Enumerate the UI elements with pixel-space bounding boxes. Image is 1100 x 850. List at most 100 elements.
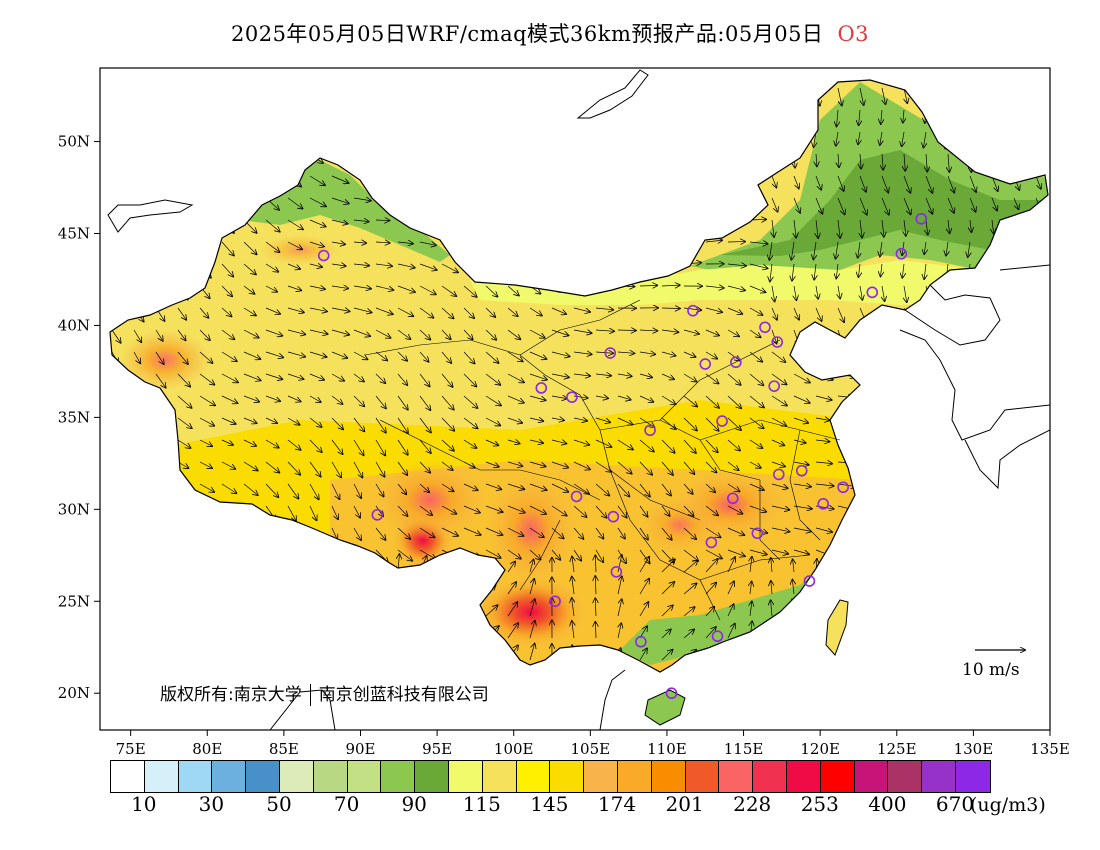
wind-vector [882, 219, 884, 237]
wind-vector [639, 352, 655, 354]
wind-vector [375, 351, 387, 360]
wind-vector [793, 506, 812, 509]
wind-vector [111, 329, 121, 343]
lat-tick-label: 50N [58, 133, 90, 151]
wind-vector [926, 219, 928, 235]
wind-vector [860, 285, 862, 300]
lat-tick-label: 20N [58, 684, 90, 702]
wind-vector [551, 307, 566, 314]
wind-vector [309, 395, 321, 402]
wind-vector [441, 351, 451, 363]
wind-vector [793, 395, 810, 403]
coastline-baikal [576, 69, 649, 119]
wind-vector [793, 307, 799, 320]
wind-vector [815, 440, 829, 442]
wind-vector [551, 351, 569, 356]
station-marker [687, 304, 699, 317]
wind-vector [661, 395, 675, 404]
wind-reference-label: 10 m/s [962, 660, 1020, 680]
wind-vector [794, 285, 796, 300]
wind-vector [529, 395, 546, 400]
wind-vector [836, 109, 838, 126]
wind-vector [287, 373, 303, 379]
wind-vector [661, 439, 675, 453]
wind-vector [243, 395, 259, 402]
colorbar-tick-label: 10 [131, 792, 157, 816]
wind-vector [199, 461, 212, 468]
wind-vector [904, 87, 907, 103]
wind-vector [243, 285, 254, 294]
wind-vector [772, 285, 775, 301]
wind-vector [419, 417, 431, 432]
wind-vector [529, 621, 535, 639]
wind-vector [551, 396, 567, 399]
wind-vector [397, 395, 408, 410]
wind-vector [199, 417, 214, 426]
wind-vector [904, 153, 905, 171]
wind-vector [617, 330, 636, 331]
lon-tick-label: 135E [1030, 740, 1070, 758]
wind-vector [815, 418, 829, 420]
wind-vector [903, 197, 911, 214]
wind-vector [705, 286, 724, 288]
wind-vector [331, 197, 349, 203]
wind-vector [705, 329, 719, 335]
colorbar-swatch [820, 761, 855, 792]
wind-vector [771, 329, 777, 343]
wind-vector [529, 307, 542, 316]
wind-vector [837, 87, 842, 105]
wind-vector [771, 351, 785, 362]
wind-vector [463, 483, 478, 490]
wind-vector [750, 557, 752, 573]
wind-vector [595, 622, 596, 639]
wind-vector [485, 549, 501, 558]
colorbar-tick-label: 670 [935, 792, 975, 816]
wind-vector [375, 461, 384, 477]
wind-vector [769, 241, 772, 260]
wind-vector [816, 285, 818, 299]
wind-vector [375, 307, 393, 314]
wind-vector [331, 264, 346, 266]
wind-vector [375, 285, 393, 290]
wind-vector [375, 264, 392, 266]
wind-vector [683, 461, 694, 474]
wind-vector [485, 285, 497, 297]
wind-vector [353, 220, 369, 222]
lon-axis: 75E 80E 85E 90E 95E 100E 105E 110E 115E 120E 125E 1… [116, 730, 1070, 758]
wind-vector [816, 219, 818, 238]
wind-vector [221, 483, 236, 493]
wind-vector [859, 87, 864, 105]
wind-vector [793, 549, 809, 554]
wind-vector [309, 175, 325, 185]
wind-vector [507, 527, 523, 536]
wind-vector [771, 417, 786, 426]
wind-vector [529, 418, 543, 421]
wind-vector [902, 263, 904, 278]
wind-vector [309, 439, 322, 452]
wind-vector [858, 263, 860, 277]
wind-vector [551, 440, 566, 444]
wind-vector [287, 197, 302, 209]
wind-vector [881, 175, 888, 192]
wind-vector [727, 581, 734, 595]
wind-vector [639, 483, 650, 496]
wind-vector [507, 307, 518, 316]
colorbar-swatch [753, 761, 787, 792]
wind-vector [814, 263, 816, 280]
wind-vector [771, 581, 772, 595]
wind-vector [617, 396, 631, 400]
wind-vector [529, 599, 535, 617]
coastline-korea-japan [899, 264, 1050, 490]
wind-vector [639, 527, 648, 540]
station-marker [771, 336, 784, 348]
wind-vector [353, 307, 371, 312]
wind-vector [705, 461, 716, 472]
wind-vector [507, 623, 518, 639]
wind-vector [969, 175, 976, 192]
station-marker [711, 630, 724, 643]
wind-vector [595, 505, 606, 518]
wind-vector [617, 483, 629, 496]
wind-vector [243, 241, 257, 254]
wind-vector [771, 395, 787, 406]
wind-vector [859, 197, 867, 215]
